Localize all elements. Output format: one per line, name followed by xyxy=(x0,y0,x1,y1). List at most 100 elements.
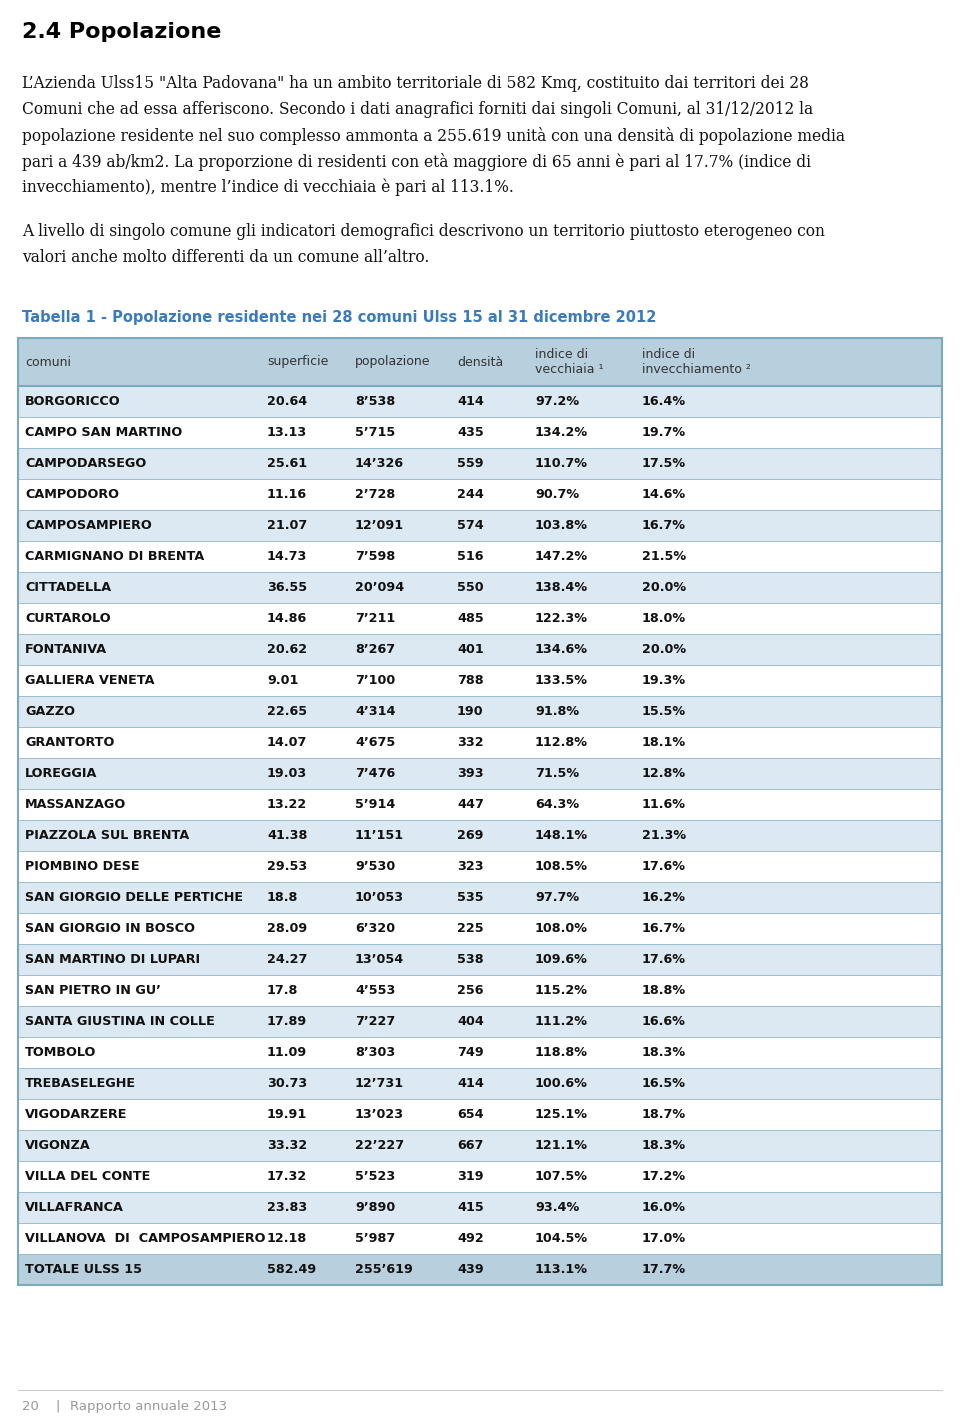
Text: FONTANIVA: FONTANIVA xyxy=(25,643,108,656)
Text: 415: 415 xyxy=(457,1201,484,1214)
Text: 19.91: 19.91 xyxy=(267,1108,307,1121)
Text: SAN PIETRO IN GU’: SAN PIETRO IN GU’ xyxy=(25,984,161,997)
Bar xyxy=(18,572,942,603)
Text: 17.6%: 17.6% xyxy=(642,860,686,873)
Text: 6’320: 6’320 xyxy=(355,923,396,935)
Text: 125.1%: 125.1% xyxy=(535,1108,588,1121)
Text: 7’211: 7’211 xyxy=(355,612,396,625)
Text: 112.8%: 112.8% xyxy=(535,736,588,749)
Text: L’Azienda Ulss15 "Alta Padovana" ha un ambito territoriale di 582 Kmq, costituit: L’Azienda Ulss15 "Alta Padovana" ha un a… xyxy=(22,76,809,93)
Text: 91.8%: 91.8% xyxy=(535,704,579,719)
Text: superficie: superficie xyxy=(267,355,328,368)
Text: valori anche molto differenti da un comune all’altro.: valori anche molto differenti da un comu… xyxy=(22,250,429,267)
Text: 16.4%: 16.4% xyxy=(642,395,686,408)
Text: 21.5%: 21.5% xyxy=(642,550,686,563)
Text: invecchiamento), mentre l’indice di vecchiaia è pari al 113.1%.: invecchiamento), mentre l’indice di vecc… xyxy=(22,180,514,197)
Text: 323: 323 xyxy=(457,860,484,873)
Text: Tabella 1 - Popolazione residente nei 28 comuni Ulss 15 al 31 dicembre 2012: Tabella 1 - Popolazione residente nei 28… xyxy=(22,309,657,325)
Text: 414: 414 xyxy=(457,395,484,408)
Text: 10’053: 10’053 xyxy=(355,891,404,904)
Text: 8’303: 8’303 xyxy=(355,1047,396,1060)
Text: 108.5%: 108.5% xyxy=(535,860,588,873)
Text: 20: 20 xyxy=(22,1400,38,1413)
Text: 20.0%: 20.0% xyxy=(642,643,686,656)
Text: 21.3%: 21.3% xyxy=(642,829,686,841)
Text: 19.3%: 19.3% xyxy=(642,674,686,687)
Text: 5’987: 5’987 xyxy=(355,1232,396,1245)
Text: 12’091: 12’091 xyxy=(355,519,404,532)
Text: 41.38: 41.38 xyxy=(267,829,307,841)
Text: 133.5%: 133.5% xyxy=(535,674,588,687)
Bar xyxy=(18,416,942,448)
Text: 447: 447 xyxy=(457,799,484,811)
Bar xyxy=(18,1129,942,1161)
Text: 21.07: 21.07 xyxy=(267,519,307,532)
Text: 30.73: 30.73 xyxy=(267,1077,307,1089)
Text: TOTALE ULSS 15: TOTALE ULSS 15 xyxy=(25,1263,142,1276)
Text: 17.5%: 17.5% xyxy=(642,456,686,471)
Text: CAMPODORO: CAMPODORO xyxy=(25,488,119,501)
Text: SANTA GIUSTINA IN COLLE: SANTA GIUSTINA IN COLLE xyxy=(25,1015,215,1028)
Text: 17.6%: 17.6% xyxy=(642,953,686,965)
Text: CURTAROLO: CURTAROLO xyxy=(25,612,110,625)
Text: 16.7%: 16.7% xyxy=(642,519,686,532)
Text: 516: 516 xyxy=(457,550,484,563)
Text: SAN GIORGIO DELLE PERTICHE: SAN GIORGIO DELLE PERTICHE xyxy=(25,891,243,904)
Text: 17.7%: 17.7% xyxy=(642,1263,686,1276)
Text: 13.13: 13.13 xyxy=(267,426,307,439)
Text: 148.1%: 148.1% xyxy=(535,829,588,841)
Text: popolazione: popolazione xyxy=(355,355,430,368)
Text: 121.1%: 121.1% xyxy=(535,1139,588,1152)
Text: 118.8%: 118.8% xyxy=(535,1047,588,1060)
Text: Comuni che ad essa afferiscono. Secondo i dati anagrafici forniti dai singoli Co: Comuni che ad essa afferiscono. Secondo … xyxy=(22,101,813,118)
Text: 13’023: 13’023 xyxy=(355,1108,404,1121)
Text: BORGORICCO: BORGORICCO xyxy=(25,395,121,408)
Text: 22.65: 22.65 xyxy=(267,704,307,719)
Text: 7’598: 7’598 xyxy=(355,550,396,563)
Text: 36.55: 36.55 xyxy=(267,580,307,595)
Text: 749: 749 xyxy=(457,1047,484,1060)
Text: 8’267: 8’267 xyxy=(355,643,396,656)
Text: 8’538: 8’538 xyxy=(355,395,396,408)
Bar xyxy=(18,338,942,386)
Text: 18.8: 18.8 xyxy=(267,891,299,904)
Text: 122.3%: 122.3% xyxy=(535,612,588,625)
Text: 5’523: 5’523 xyxy=(355,1169,396,1184)
Text: 14.6%: 14.6% xyxy=(642,488,686,501)
Text: 71.5%: 71.5% xyxy=(535,767,579,780)
Bar xyxy=(18,479,942,511)
Text: LOREGGIA: LOREGGIA xyxy=(25,767,97,780)
Text: 14’326: 14’326 xyxy=(355,456,404,471)
Text: 393: 393 xyxy=(457,767,484,780)
Bar xyxy=(18,883,942,913)
Bar xyxy=(18,1099,942,1129)
Text: 9’530: 9’530 xyxy=(355,860,396,873)
Text: 90.7%: 90.7% xyxy=(535,488,579,501)
Text: densità: densità xyxy=(457,355,503,368)
Text: 11.09: 11.09 xyxy=(267,1047,307,1060)
Text: 582.49: 582.49 xyxy=(267,1263,316,1276)
Bar xyxy=(18,511,942,540)
Bar xyxy=(18,635,942,665)
Text: MASSANZAGO: MASSANZAGO xyxy=(25,799,127,811)
Text: VILLA DEL CONTE: VILLA DEL CONTE xyxy=(25,1169,151,1184)
Bar xyxy=(18,665,942,696)
Text: 244: 244 xyxy=(457,488,484,501)
Text: 574: 574 xyxy=(457,519,484,532)
Text: 5’715: 5’715 xyxy=(355,426,396,439)
Text: 14.86: 14.86 xyxy=(267,612,307,625)
Text: GALLIERA VENETA: GALLIERA VENETA xyxy=(25,674,155,687)
Text: PIOMBINO DESE: PIOMBINO DESE xyxy=(25,860,139,873)
Text: 255’619: 255’619 xyxy=(355,1263,413,1276)
Text: 25.61: 25.61 xyxy=(267,456,307,471)
Text: 23.83: 23.83 xyxy=(267,1201,307,1214)
Text: VIGODARZERE: VIGODARZERE xyxy=(25,1108,128,1121)
Text: 225: 225 xyxy=(457,923,484,935)
Text: 64.3%: 64.3% xyxy=(535,799,579,811)
Text: 414: 414 xyxy=(457,1077,484,1089)
Text: 485: 485 xyxy=(457,612,484,625)
Text: 134.6%: 134.6% xyxy=(535,643,588,656)
Text: 7’100: 7’100 xyxy=(355,674,396,687)
Text: 538: 538 xyxy=(457,953,484,965)
Bar xyxy=(18,789,942,820)
